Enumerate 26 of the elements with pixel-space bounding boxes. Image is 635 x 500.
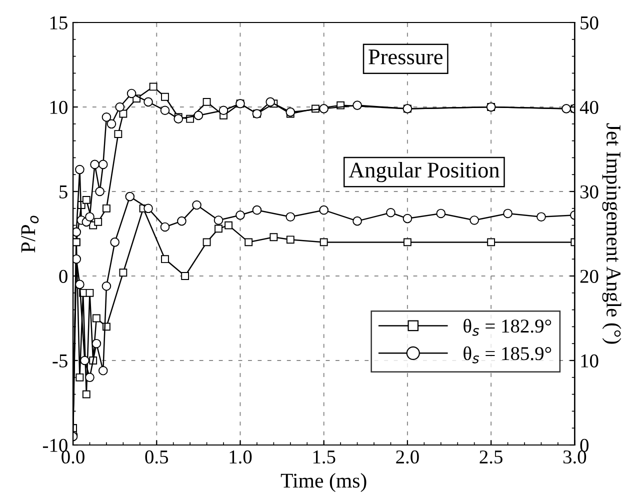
annotation: Pressure [368, 50, 442, 64]
x-tick-label: 1.0 [230, 450, 252, 464]
y-tick-label: 10 [50, 100, 68, 114]
y-tick-label: -10 [42, 438, 68, 452]
y2-tick-label: 40 [580, 100, 598, 114]
legend-label: θ$_{s}$ = 185.9° [464, 346, 552, 364]
y2-tick-label: 50 [580, 16, 598, 30]
x-tick-label: 0.5 [145, 450, 168, 464]
legend-label: θ$_{s}$ = 182.9° [464, 318, 552, 336]
y2-tick-label: 10 [581, 354, 598, 368]
y2-tick-label: 20 [580, 270, 598, 283]
x-tick-label: 3.0 [563, 450, 586, 464]
x-tick-label: 2.0 [396, 450, 419, 464]
y2-tick-label: 0 [580, 438, 589, 452]
x-tick-label: 2.5 [480, 450, 502, 464]
y-tick-label: 15 [50, 16, 68, 30]
y-tick-label: 5 [60, 186, 68, 198]
x-axis-title: Time (ms) [280, 473, 366, 492]
y2-tick-label: 30 [580, 185, 598, 198]
y2-axis-title: Jet Impingement Angle (°) [602, 123, 622, 344]
y-tick-label: -5 [52, 354, 68, 368]
y-axis-title: P/P$_{o}$ [21, 216, 39, 253]
y-tick-label: 0 [59, 270, 68, 283]
x-tick-label: 0.0 [62, 450, 84, 464]
annotation: Angular Position [348, 162, 500, 182]
x-tick-label: 1.5 [313, 450, 336, 464]
